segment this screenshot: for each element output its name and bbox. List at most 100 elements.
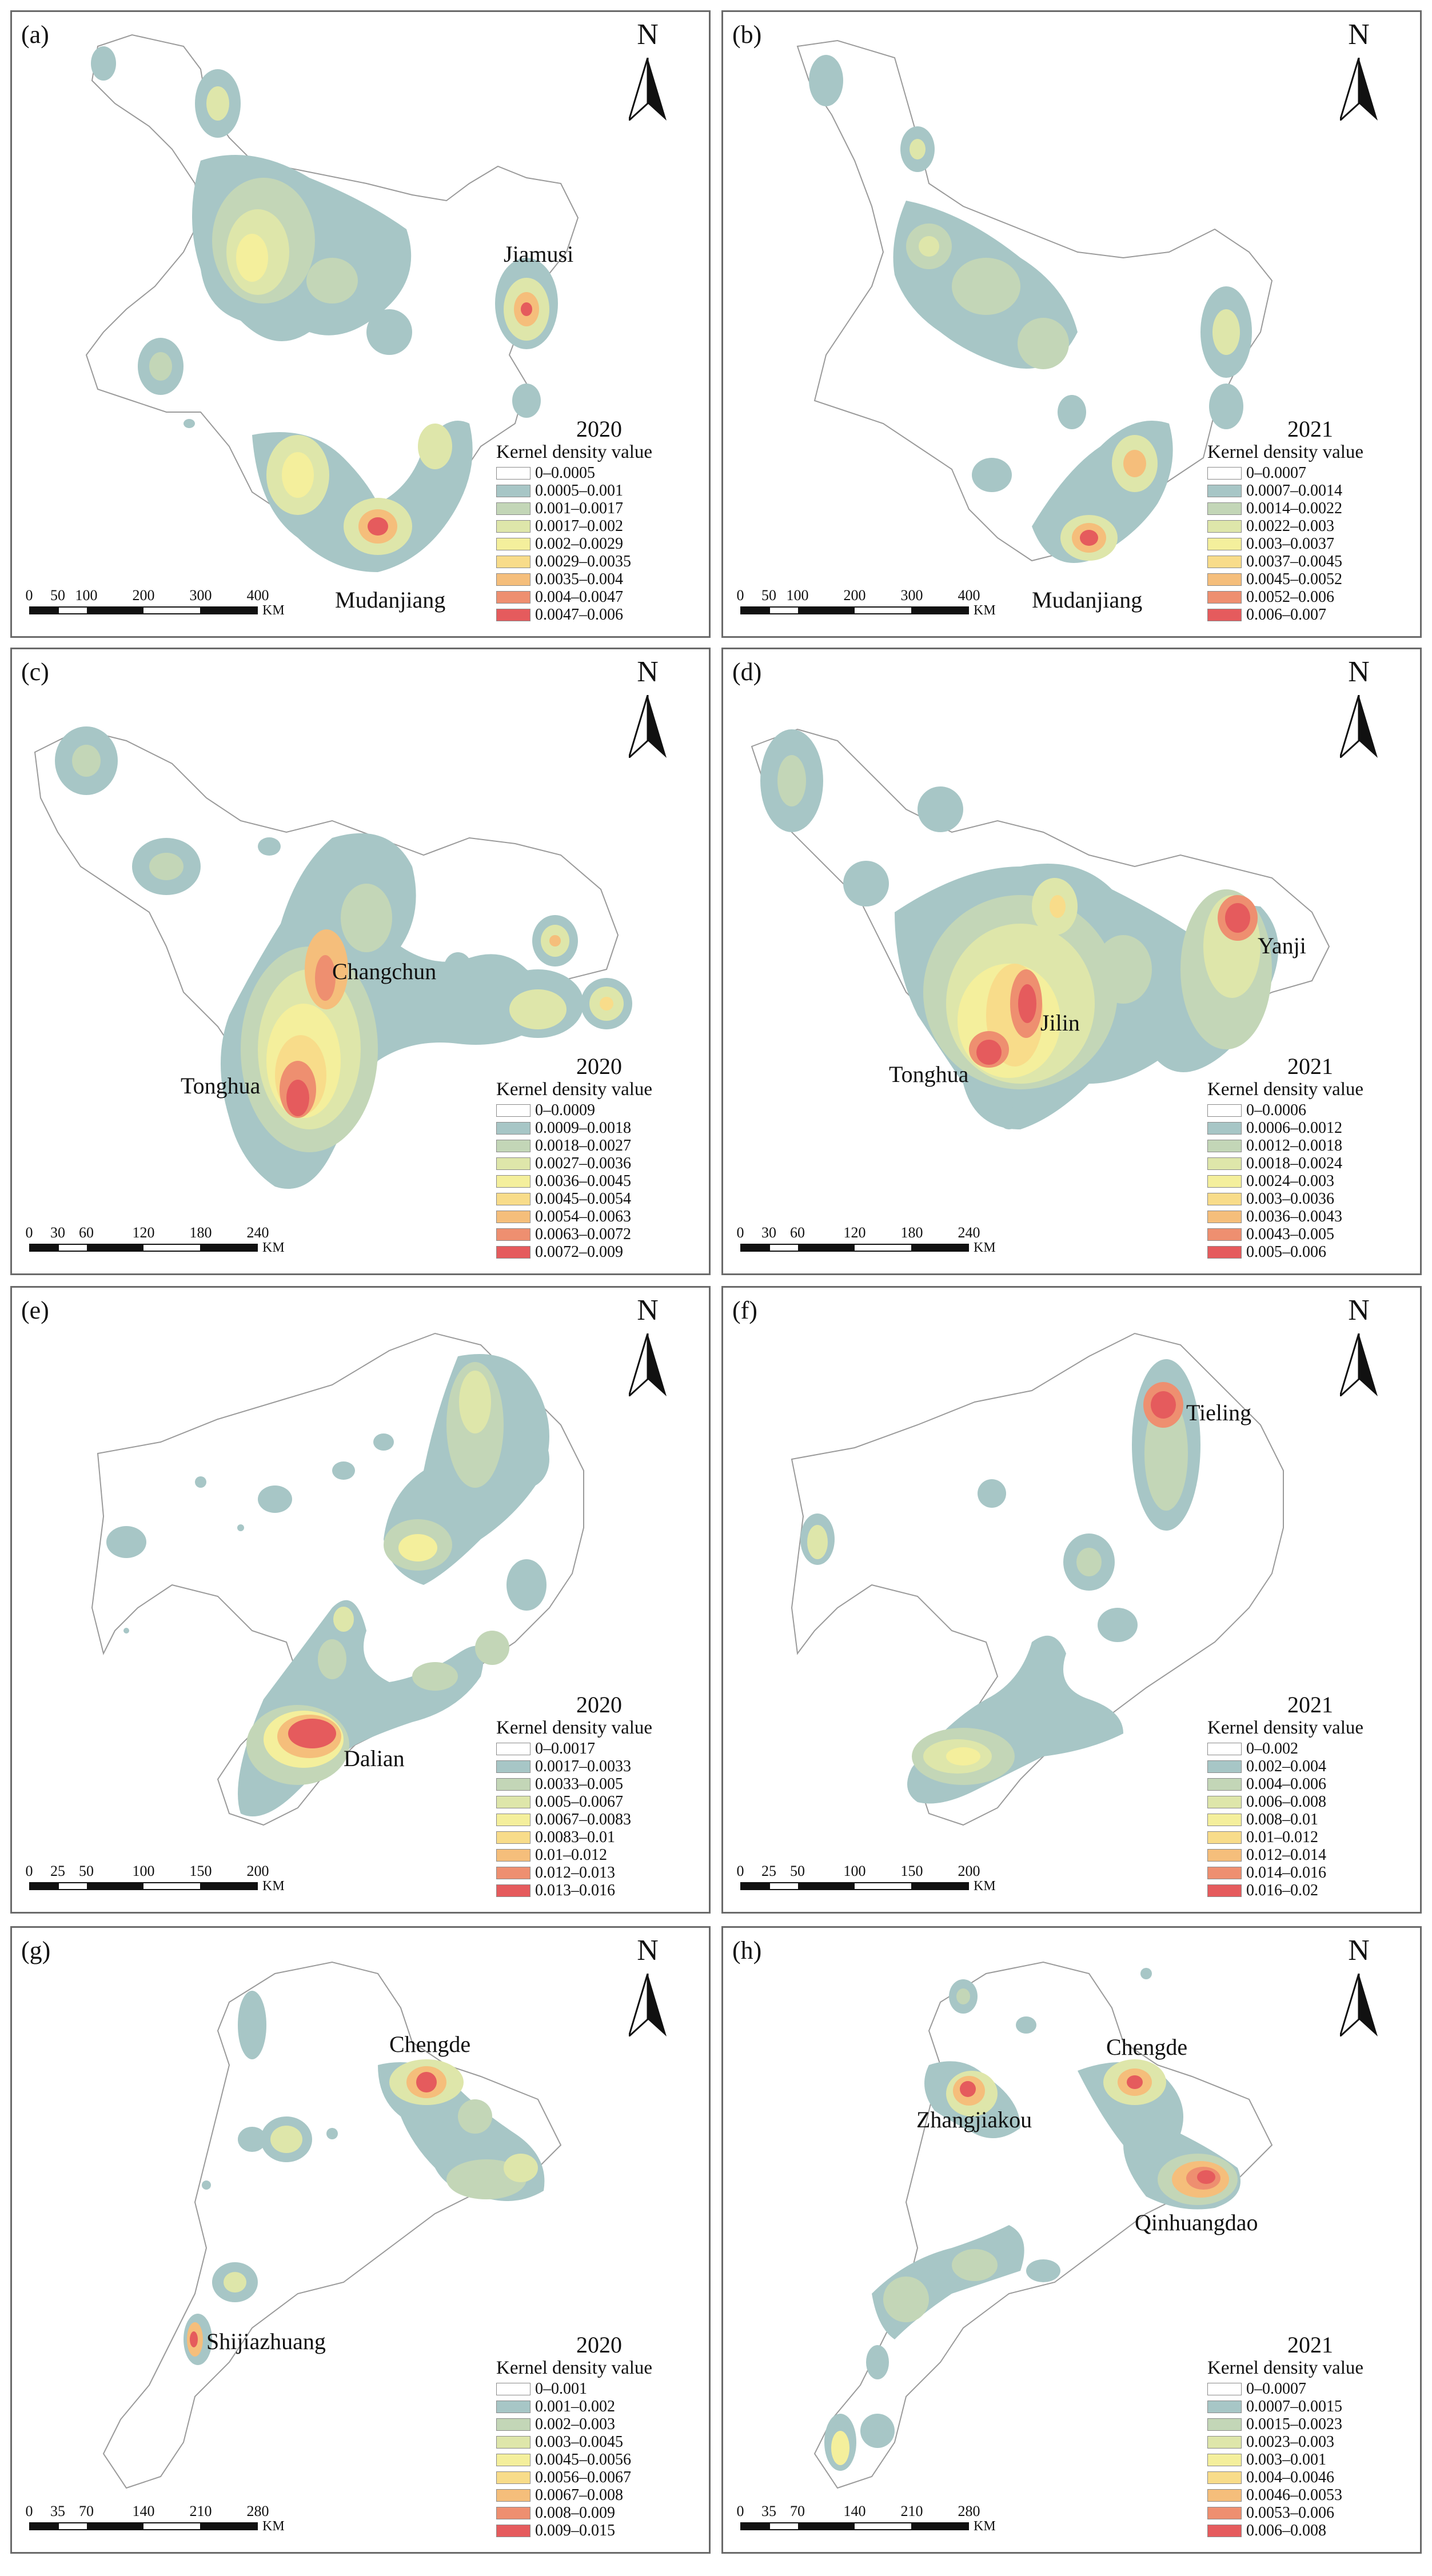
legend-swatch <box>496 1848 530 1862</box>
legend-class-label: 0.0047–0.006 <box>535 606 623 624</box>
scale-tick-label: 100 <box>75 587 98 604</box>
legend-row: 0.0054–0.0063 <box>496 1208 702 1225</box>
scale-bar-segments <box>29 1882 258 1890</box>
legend-class-label: 0.012–0.013 <box>535 1864 615 1882</box>
scale-tick-label: 400 <box>958 587 980 604</box>
legend-swatch <box>1207 1210 1242 1223</box>
legend-class-label: 0.004–0.006 <box>1246 1775 1326 1793</box>
legend-class-label: 0.004–0.0047 <box>535 588 623 606</box>
legend-swatch <box>496 1192 530 1205</box>
legend-swatch <box>1207 537 1242 550</box>
city-label: Jiamusi <box>504 241 574 267</box>
scale-unit: KM <box>262 603 285 618</box>
legend-row: 0.0043–0.005 <box>1207 1225 1413 1243</box>
panel-label: (b) <box>732 21 762 49</box>
scale-tick-label: 0 <box>736 587 744 604</box>
scale-tick-label: 50 <box>790 1863 805 1879</box>
legend-row: 0.001–0.0017 <box>496 500 702 517</box>
north-arrow: N <box>1327 18 1390 132</box>
legend-row: 0.0015–0.0023 <box>1207 2415 1413 2433</box>
north-arrow-icon <box>1340 695 1378 758</box>
legend-swatch <box>496 1778 530 1791</box>
legend-row: 0.003–0.0045 <box>496 2433 702 2451</box>
scale-segment <box>741 608 770 613</box>
scale-segment <box>58 1245 87 1251</box>
legend-class-label: 0.0036–0.0043 <box>1246 1208 1342 1225</box>
scale-segment <box>741 2523 770 2529</box>
scale-ticks: 0 50 100 200 300 400 <box>736 587 1060 604</box>
legend-row: 0.0045–0.0056 <box>496 2451 702 2469</box>
panel-b: (b) N Mudanjiang 2021 Kernel density val… <box>721 10 1422 638</box>
legend-class-label: 0.0053–0.006 <box>1246 2504 1334 2522</box>
scale-segment <box>769 608 798 613</box>
legend-class-label: 0.0043–0.005 <box>1246 1225 1334 1243</box>
legend-row: 0.0035–0.004 <box>496 570 702 588</box>
legend-swatch <box>1207 1742 1242 1755</box>
legend-row: 0.012–0.014 <box>1207 1846 1413 1864</box>
scale-tick-label: 100 <box>843 1863 866 1879</box>
north-letter: N <box>1348 1934 1370 1967</box>
scale-segment <box>143 1883 200 1889</box>
scale-tick-label: 100 <box>786 587 809 604</box>
legend-swatch <box>1207 1104 1242 1117</box>
legend-title: Kernel density value <box>496 1718 653 1738</box>
scale-bar-segments <box>29 606 258 614</box>
legend-swatch <box>496 466 530 480</box>
scale-tick-label: 50 <box>50 587 65 604</box>
legend-year: 2021 <box>1287 1692 1333 1718</box>
city-label: Chengde <box>389 2031 471 2057</box>
legend-class-label: 0.01–0.012 <box>1246 1828 1318 1846</box>
density-d <box>760 729 1279 1129</box>
legend-class-label: 0–0.0006 <box>1246 1101 1306 1119</box>
north-arrow: N <box>1327 1934 1390 2048</box>
legend-swatch <box>496 1157 530 1170</box>
scale-tick-label: 0 <box>736 1224 744 1241</box>
scale-tick-label: 240 <box>246 1224 269 1241</box>
legend-class-label: 0.005–0.0067 <box>535 1793 623 1811</box>
legend-year: 2020 <box>576 2332 622 2358</box>
map-e <box>91 1332 584 1826</box>
legend-row: 0.0045–0.0054 <box>496 1190 702 1208</box>
legend-swatch <box>496 1139 530 1152</box>
panel-c: (c) N Changchun Tonghua 2020 Kernel dens… <box>10 648 711 1275</box>
scale-unit: KM <box>262 1879 285 1894</box>
legend-row: 0.0072–0.009 <box>496 1243 702 1261</box>
legend-class-label: 0.008–0.01 <box>1246 1811 1318 1828</box>
legend-class-label: 0.0014–0.0022 <box>1246 500 1342 517</box>
scale-segment <box>855 608 911 613</box>
north-arrow: N <box>1327 1293 1390 1408</box>
legend-class-label: 0.012–0.014 <box>1246 1846 1326 1864</box>
legend-row: 0.0012–0.0018 <box>1207 1137 1413 1155</box>
scale-tick-label: 140 <box>843 2503 866 2519</box>
map-g <box>102 1961 562 2489</box>
legend-swatch <box>1207 1157 1242 1170</box>
density-h <box>824 1968 1240 2471</box>
legend: 2021 Kernel density value 0–0.0007 0.0007… <box>1207 417 1413 624</box>
legend-class-label: 0–0.0005 <box>535 464 595 482</box>
scale-segment <box>769 1883 798 1889</box>
scale-segment <box>200 1245 257 1251</box>
scale-tick-label: 180 <box>900 1224 923 1241</box>
scale-segment <box>30 2523 59 2529</box>
legend-row: 0.0053–0.006 <box>1207 2504 1413 2522</box>
scale-segment <box>798 1883 855 1889</box>
legend-class-label: 0.0067–0.0083 <box>535 1811 631 1828</box>
density-a <box>91 46 558 572</box>
legend-swatch <box>1207 2506 1242 2519</box>
legend-class-label: 0.0024–0.003 <box>1246 1172 1334 1190</box>
city-label: Jilin <box>1040 1010 1080 1036</box>
legend-swatch <box>1207 1866 1242 1879</box>
scale-tick-label: 35 <box>761 2503 776 2519</box>
scale-tick-label: 120 <box>132 1224 155 1241</box>
scale-tick-label: 150 <box>900 1863 923 1879</box>
scale-ticks: 0 25 50 100 150 200 <box>737 1863 1060 1880</box>
city-label: Qinhuangdao <box>1135 2210 1258 2235</box>
legend-class-label: 0–0.0009 <box>535 1101 595 1119</box>
scale-segment <box>87 608 143 613</box>
boundary-h <box>813 1961 1273 2489</box>
legend-swatch <box>1207 555 1242 568</box>
legend-swatch <box>1207 608 1242 621</box>
legend-row: 0.006–0.007 <box>1207 606 1413 624</box>
panel-d: (d) N Yanji Jilin Tonghua 2021 Kernel de… <box>721 648 1422 1275</box>
legend-row: 0.012–0.013 <box>496 1864 702 1882</box>
